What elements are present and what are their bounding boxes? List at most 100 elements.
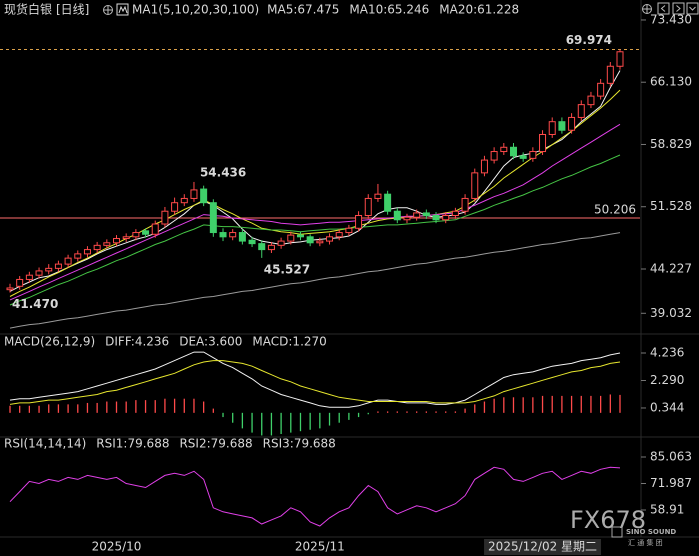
candle-body xyxy=(161,210,169,225)
line-series xyxy=(9,232,621,329)
y-tick-label: 71.987 xyxy=(650,476,692,490)
candle-body xyxy=(171,202,179,212)
toolbar xyxy=(642,2,699,15)
candle-body xyxy=(519,155,527,159)
candle-body xyxy=(287,234,295,242)
y-tick-label: 58.829 xyxy=(650,137,692,151)
candle-body xyxy=(180,197,188,204)
high-label: 54.436 xyxy=(200,165,246,179)
y-tick-label: 2.290 xyxy=(650,373,684,387)
period: [日线] xyxy=(56,3,89,17)
candle-body xyxy=(45,267,53,272)
line-series xyxy=(9,89,621,297)
icon-box xyxy=(686,2,699,15)
legend-entry: MACD:1.270 xyxy=(252,335,326,349)
y-tick-label: 4.236 xyxy=(650,345,684,359)
low-label: 45.527 xyxy=(264,262,310,276)
line-series xyxy=(9,360,621,405)
line-series xyxy=(9,123,621,301)
instrument: 现货白银 xyxy=(4,2,52,17)
candle-body xyxy=(200,188,208,204)
icon-box xyxy=(116,3,129,16)
candle-body xyxy=(190,189,198,199)
y-tick-label: 66.130 xyxy=(650,75,692,89)
candle-body xyxy=(606,65,614,84)
legend-entry: MA5:67.475 xyxy=(267,3,339,17)
candle-body xyxy=(529,151,537,159)
icon-box xyxy=(672,2,685,15)
y-tick-label: 0.344 xyxy=(650,400,684,414)
candle-body xyxy=(238,232,246,242)
candle-body xyxy=(113,238,121,244)
legend-entry: MA20:61.228 xyxy=(439,3,519,17)
indicator-icon[interactable] xyxy=(116,3,129,16)
candle-body xyxy=(393,210,401,221)
candle-body xyxy=(384,193,392,212)
settings-icon[interactable] xyxy=(103,5,113,15)
candle-body xyxy=(616,51,624,67)
line-series xyxy=(9,466,621,527)
candle-body xyxy=(83,249,91,255)
candle-body xyxy=(422,212,430,216)
candle-body xyxy=(103,242,111,246)
watermark-brand: FX678 xyxy=(570,506,646,534)
y-tick-label: 44.227 xyxy=(650,261,692,275)
candle-body xyxy=(258,243,266,251)
x-tick-label: 2025/10 xyxy=(92,540,142,554)
candle-body xyxy=(461,197,469,212)
panel-title: RSI(14,14,14) xyxy=(4,437,86,451)
icon-glyph xyxy=(660,5,666,12)
panel-title: MACD(26,12,9) xyxy=(4,335,95,349)
candle-body xyxy=(335,232,343,238)
y-tick-label: 58.91 xyxy=(650,502,684,516)
candle-body xyxy=(248,239,256,245)
candle-body xyxy=(306,236,314,244)
candle-body xyxy=(558,121,566,131)
level-label: 50.206 xyxy=(594,203,636,217)
high-label: 69.974 xyxy=(566,33,612,47)
candle-body xyxy=(432,214,440,221)
candle-body xyxy=(345,227,353,234)
candle-body xyxy=(548,121,556,135)
candle-body xyxy=(74,253,82,259)
candle-body xyxy=(6,287,14,291)
legend-entry: MA10:65.246 xyxy=(349,3,429,17)
watermark-emblem xyxy=(611,526,623,538)
candle-body xyxy=(54,263,62,269)
candle-body xyxy=(509,146,517,157)
x-tick-label: 2025/11 xyxy=(295,540,345,554)
icon-box xyxy=(657,2,670,15)
candle-body xyxy=(122,236,130,240)
menu-button[interactable] xyxy=(686,2,699,15)
watermark-company-cn: 汇 通 集 团 xyxy=(628,538,663,547)
candle-body xyxy=(219,232,227,238)
icon-glyph xyxy=(689,6,696,11)
candle-body xyxy=(364,197,372,216)
candle-body xyxy=(413,212,421,218)
line-series xyxy=(9,70,621,292)
candle-body xyxy=(316,240,324,244)
legend-entry: RSI1:79.688 xyxy=(96,437,169,451)
line-series xyxy=(9,154,621,306)
candle-body xyxy=(451,210,459,216)
candle-body xyxy=(374,193,382,199)
candle-body xyxy=(267,244,275,251)
zoom-button[interactable] xyxy=(642,4,652,14)
y-tick-label: 39.032 xyxy=(650,306,692,320)
line-series xyxy=(9,351,621,408)
watermark-company: SINO SOUND xyxy=(626,528,676,536)
candle-body xyxy=(326,236,334,242)
candle-body xyxy=(16,278,24,287)
indicator-name: MA1(5,10,20,30,100) xyxy=(132,3,259,17)
candle-body xyxy=(587,95,595,106)
x-tick-label: 2025/12/02 星期二 xyxy=(488,540,597,554)
back-button[interactable] xyxy=(657,2,670,15)
icon-glyph xyxy=(118,5,128,14)
legend-entry: RSI2:79.688 xyxy=(179,437,252,451)
candle-body xyxy=(151,223,159,235)
candle-body xyxy=(442,214,450,221)
y-tick-label: 51.528 xyxy=(650,199,692,213)
forward-button[interactable] xyxy=(672,2,685,15)
candle-body xyxy=(539,133,547,153)
